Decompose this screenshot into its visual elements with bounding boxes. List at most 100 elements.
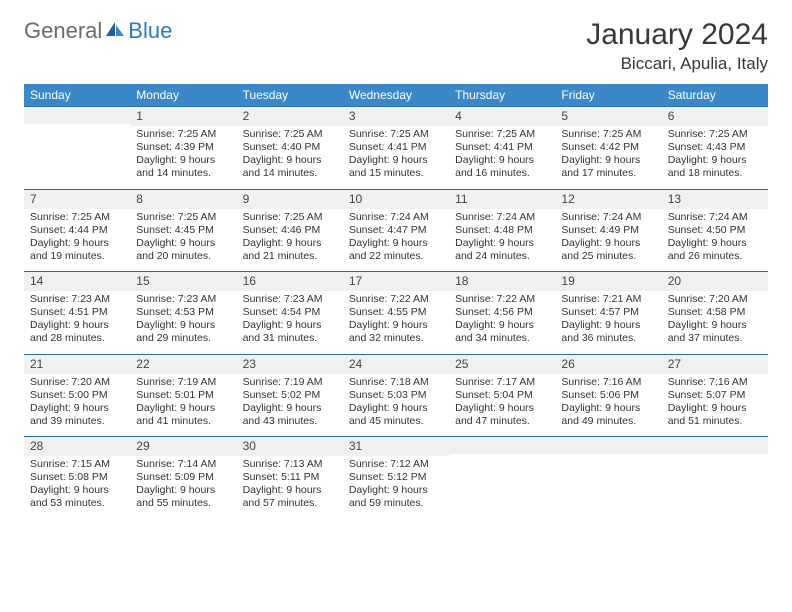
day-details: Sunrise: 7:19 AMSunset: 5:02 PMDaylight:… — [237, 374, 343, 437]
sunset-text: Sunset: 5:12 PM — [349, 471, 443, 484]
day-number: 25 — [449, 354, 555, 374]
day-number: 22 — [130, 354, 236, 374]
calendar-cell: 26Sunrise: 7:16 AMSunset: 5:06 PMDayligh… — [555, 354, 661, 437]
day-details: Sunrise: 7:17 AMSunset: 5:04 PMDaylight:… — [449, 374, 555, 437]
calendar-cell — [555, 436, 661, 519]
daylight-line1: Daylight: 9 hours — [243, 154, 337, 167]
calendar-week: 14Sunrise: 7:23 AMSunset: 4:51 PMDayligh… — [24, 271, 768, 354]
daylight-line2: and 22 minutes. — [349, 250, 443, 263]
sunset-text: Sunset: 4:50 PM — [668, 224, 762, 237]
day-number: 28 — [24, 436, 130, 456]
daylight-line1: Daylight: 9 hours — [561, 402, 655, 415]
sunset-text: Sunset: 4:40 PM — [243, 141, 337, 154]
day-details: Sunrise: 7:23 AMSunset: 4:53 PMDaylight:… — [130, 291, 236, 354]
calendar-cell: 6Sunrise: 7:25 AMSunset: 4:43 PMDaylight… — [662, 106, 768, 189]
daylight-line1: Daylight: 9 hours — [455, 237, 549, 250]
calendar-cell: 22 Sunrise: 7:19 AMSunset: 5:01 PMDayligh… — [130, 354, 236, 437]
calendar-table: SundayMondayTuesdayWednesdayThursdayFrid… — [24, 84, 768, 519]
day-details: Sunrise: 7:21 AMSunset: 4:57 PMDaylight:… — [555, 291, 661, 354]
daylight-line2: and 37 minutes. — [668, 332, 762, 345]
sunrise-text: Sunrise: 7:13 AM — [243, 458, 337, 471]
daylight-line1: Daylight: 9 hours — [243, 484, 337, 497]
day-details: Sunrise: 7:25 AMSunset: 4:46 PMDaylight:… — [237, 209, 343, 272]
sunrise-text: Sunrise: 7:19 AM — [136, 376, 230, 389]
daylight-line2: and 18 minutes. — [668, 167, 762, 180]
daylight-line1: Daylight: 9 hours — [243, 319, 337, 332]
day-details: Sunrise: 7:16 AMSunset: 5:06 PMDaylight:… — [555, 374, 661, 437]
day-details: Sunrise: 7:18 AMSunset: 5:03 PMDaylight:… — [343, 374, 449, 437]
sunrise-text: Sunrise: 7:23 AM — [136, 293, 230, 306]
sunrise-text: Sunrise: 7:18 AM — [349, 376, 443, 389]
logo-text-blue: Blue — [128, 18, 172, 44]
sunset-text: Sunset: 4:45 PM — [136, 224, 230, 237]
day-details: Sunrise: 7:25 AMSunset: 4:45 PMDaylight:… — [130, 209, 236, 272]
sunrise-text: Sunrise: 7:25 AM — [136, 128, 230, 141]
calendar-cell: 5Sunrise: 7:25 AMSunset: 4:42 PMDaylight… — [555, 106, 661, 189]
sunset-text: Sunset: 5:03 PM — [349, 389, 443, 402]
sunset-text: Sunset: 4:41 PM — [455, 141, 549, 154]
daylight-line1: Daylight: 9 hours — [349, 484, 443, 497]
day-number: 11 — [449, 189, 555, 209]
sunset-text: Sunset: 5:02 PM — [243, 389, 337, 402]
calendar-cell: 19Sunrise: 7:21 AMSunset: 4:57 PMDayligh… — [555, 271, 661, 354]
sunset-text: Sunset: 4:44 PM — [30, 224, 124, 237]
day-number: 3 — [343, 106, 449, 126]
title-block: January 2024 Biccari, Apulia, Italy — [586, 18, 768, 74]
daylight-line2: and 45 minutes. — [349, 415, 443, 428]
sunrise-text: Sunrise: 7:17 AM — [455, 376, 549, 389]
daylight-line2: and 16 minutes. — [455, 167, 549, 180]
calendar-week: 1Sunrise: 7:25 AMSunset: 4:39 PMDaylight… — [24, 106, 768, 189]
daylight-line2: and 32 minutes. — [349, 332, 443, 345]
day-number: 15 — [130, 271, 236, 291]
sunset-text: Sunset: 5:01 PM — [136, 389, 230, 402]
daylight-line1: Daylight: 9 hours — [136, 402, 230, 415]
sunrise-text: Sunrise: 7:15 AM — [30, 458, 124, 471]
daylight-line1: Daylight: 9 hours — [30, 319, 124, 332]
day-number: 30 — [237, 436, 343, 456]
daylight-line2: and 21 minutes. — [243, 250, 337, 263]
day-details: Sunrise: 7:23 AMSunset: 4:51 PMDaylight:… — [24, 291, 130, 354]
daylight-line2: and 49 minutes. — [561, 415, 655, 428]
day-number: 8 — [130, 189, 236, 209]
daylight-line1: Daylight: 9 hours — [561, 154, 655, 167]
calendar-cell: 11Sunrise: 7:24 AMSunset: 4:48 PMDayligh… — [449, 189, 555, 272]
calendar-cell: 1Sunrise: 7:25 AMSunset: 4:39 PMDaylight… — [130, 106, 236, 189]
day-number: 4 — [449, 106, 555, 126]
day-number: 18 — [449, 271, 555, 291]
daylight-line2: and 51 minutes. — [668, 415, 762, 428]
logo-text-general: General — [24, 18, 102, 44]
day-details: Sunrise: 7:25 AMSunset: 4:42 PMDaylight:… — [555, 126, 661, 189]
sunset-text: Sunset: 5:08 PM — [30, 471, 124, 484]
daylight-line1: Daylight: 9 hours — [668, 237, 762, 250]
daylight-line1: Daylight: 9 hours — [668, 319, 762, 332]
daylight-line2: and 29 minutes. — [136, 332, 230, 345]
day-number: 26 — [555, 354, 661, 374]
daylight-line2: and 43 minutes. — [243, 415, 337, 428]
daylight-line1: Daylight: 9 hours — [455, 402, 549, 415]
sunrise-text: Sunrise: 7:14 AM — [136, 458, 230, 471]
calendar-week: 28 Sunrise: 7:15 AMSunset: 5:08 PM Dayligh… — [24, 436, 768, 519]
daylight-line1: Daylight: 9 hours — [455, 154, 549, 167]
sunrise-text: Sunrise: 7:21 AM — [561, 293, 655, 306]
sunset-text: Sunset: 4:51 PM — [30, 306, 124, 319]
logo: General Blue — [24, 18, 172, 44]
sunrise-text: Sunrise: 7:24 AM — [455, 211, 549, 224]
sunset-text: Sunset: 4:58 PM — [668, 306, 762, 319]
day-number: 23 — [237, 354, 343, 374]
sunrise-text: Sunrise: 7:20 AM — [30, 376, 124, 389]
sunset-text: Sunset: 4:56 PM — [455, 306, 549, 319]
day-number: 24 — [343, 354, 449, 374]
daylight-line2: and 28 minutes. — [30, 332, 124, 345]
day-number: 10 — [343, 189, 449, 209]
daylight-line2: and 15 minutes. — [349, 167, 443, 180]
daylight-line1: Daylight: 9 hours — [455, 319, 549, 332]
weekday-header: Monday — [130, 84, 236, 106]
sunset-text: Sunset: 4:57 PM — [561, 306, 655, 319]
calendar-cell — [24, 106, 130, 189]
sunrise-text: Sunrise: 7:25 AM — [455, 128, 549, 141]
sunrise-text: Sunrise: 7:19 AM — [243, 376, 337, 389]
sunrise-text: Sunrise: 7:25 AM — [561, 128, 655, 141]
weekday-header: Wednesday — [343, 84, 449, 106]
day-details: Sunrise: 7:25 AMSunset: 4:41 PMDaylight:… — [343, 126, 449, 189]
sunset-text: Sunset: 4:54 PM — [243, 306, 337, 319]
